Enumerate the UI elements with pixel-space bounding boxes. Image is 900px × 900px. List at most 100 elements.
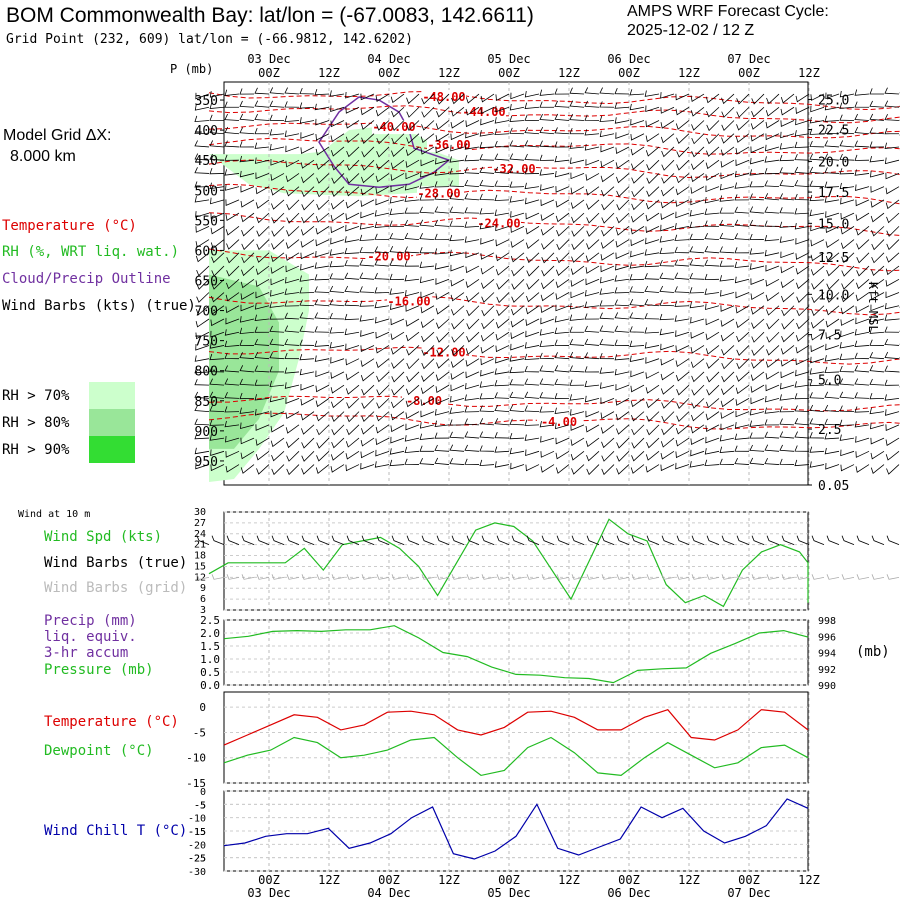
wind-barb (795, 358, 810, 366)
wind-barb (841, 292, 855, 303)
wind-barb (616, 173, 630, 184)
wind-barb (330, 199, 345, 210)
rh70-label: RH > 70% (2, 388, 70, 404)
wind-barb (284, 382, 300, 389)
wind-barb (570, 199, 585, 209)
wind-barb (225, 226, 240, 236)
wind-barb (825, 343, 840, 351)
wind-barb (539, 365, 555, 373)
wind-barb (239, 339, 255, 346)
wind-barb (599, 115, 615, 123)
wind-barb (734, 261, 750, 269)
wind-barb (886, 239, 900, 251)
wind-barb (209, 342, 225, 349)
wind-barb (389, 208, 405, 215)
wind-barb (360, 450, 375, 459)
wind-barb (765, 358, 780, 368)
wind-barb (359, 272, 375, 280)
wind-barb (346, 173, 360, 184)
wind-barb-true (856, 535, 870, 546)
wind-barb (780, 131, 795, 139)
wind-barb (779, 236, 795, 243)
wind-barb (435, 146, 450, 154)
temperature-contour-label: -4.00 (541, 415, 577, 429)
wind-barb (811, 279, 825, 290)
wind-barb (284, 325, 300, 333)
wind-barb (360, 345, 375, 353)
wind-barb (209, 378, 225, 386)
wind-barb (659, 236, 675, 243)
wind-barb-true (361, 535, 375, 546)
wind-barb (885, 186, 900, 195)
wind-barb (196, 305, 210, 316)
wind-barb (419, 206, 435, 214)
wind-barb (615, 226, 630, 236)
wind-barb (375, 437, 390, 446)
wind-barb (540, 212, 555, 222)
wind-barb (704, 448, 720, 455)
wind-barb (585, 278, 600, 286)
wind-barb (809, 432, 825, 439)
wind-barb (660, 450, 675, 460)
wind-barb (646, 173, 660, 184)
wind-barb (421, 345, 435, 357)
wind-barb (254, 379, 270, 386)
wind-barb (631, 159, 645, 170)
wind-barb (766, 93, 780, 105)
wind-barb (404, 274, 420, 282)
wind-barb (885, 424, 900, 431)
wind-barb-true (841, 535, 855, 546)
wind-barb (690, 449, 705, 457)
wind-barb (824, 355, 840, 362)
wind-barb (765, 106, 780, 117)
wind-barb (616, 186, 630, 198)
wind-barb (436, 106, 450, 118)
wind-barb (764, 419, 780, 426)
wind-barb (510, 343, 525, 351)
wind-barb (765, 384, 780, 392)
wind-barb (421, 358, 435, 370)
wind-barb (615, 411, 630, 421)
wind-barb (809, 128, 825, 135)
wind-barb (195, 252, 210, 263)
wind-barb (631, 173, 645, 184)
wind-barb-grid (571, 574, 585, 580)
pressure-line (223, 625, 809, 684)
wind-barb-true (226, 535, 240, 546)
wind-barb (539, 101, 555, 108)
wind-barb-grid (601, 574, 615, 580)
wind-barb (855, 292, 870, 302)
wind-barb (271, 239, 285, 250)
wind-barb (719, 219, 735, 227)
wind-barb (284, 367, 300, 374)
wind-barb (721, 384, 735, 396)
wind-barb (824, 153, 840, 161)
rh90-label: RH > 90% (2, 442, 70, 458)
wind-barb (329, 260, 345, 268)
wind-barb (796, 278, 810, 290)
wind-barb (344, 299, 360, 307)
temperature-contour (208, 395, 900, 412)
wind-barb (795, 345, 810, 354)
wind-barb (494, 117, 510, 124)
wind-barb (676, 384, 690, 396)
wind-barb (299, 87, 315, 95)
wind-barb-true (346, 535, 360, 546)
wind-barb (436, 331, 450, 343)
wind-barb (300, 146, 315, 155)
wind-barb (690, 345, 705, 354)
precip-tick-label: 2.5 (200, 614, 220, 627)
wind-barb (299, 325, 315, 333)
wind-barb (450, 144, 465, 152)
wind-barb (750, 305, 765, 315)
wind-barb (856, 239, 870, 250)
wind-barb (764, 249, 780, 257)
wind-barb-grid (286, 574, 300, 580)
temperature-contour (208, 122, 900, 139)
wind-barb (284, 101, 300, 108)
wind-barb (270, 278, 285, 286)
wind-barb (359, 246, 375, 254)
wind-barb (751, 106, 765, 118)
top-time-tick-label: 12Z (678, 66, 700, 80)
wind-barb (569, 113, 585, 121)
